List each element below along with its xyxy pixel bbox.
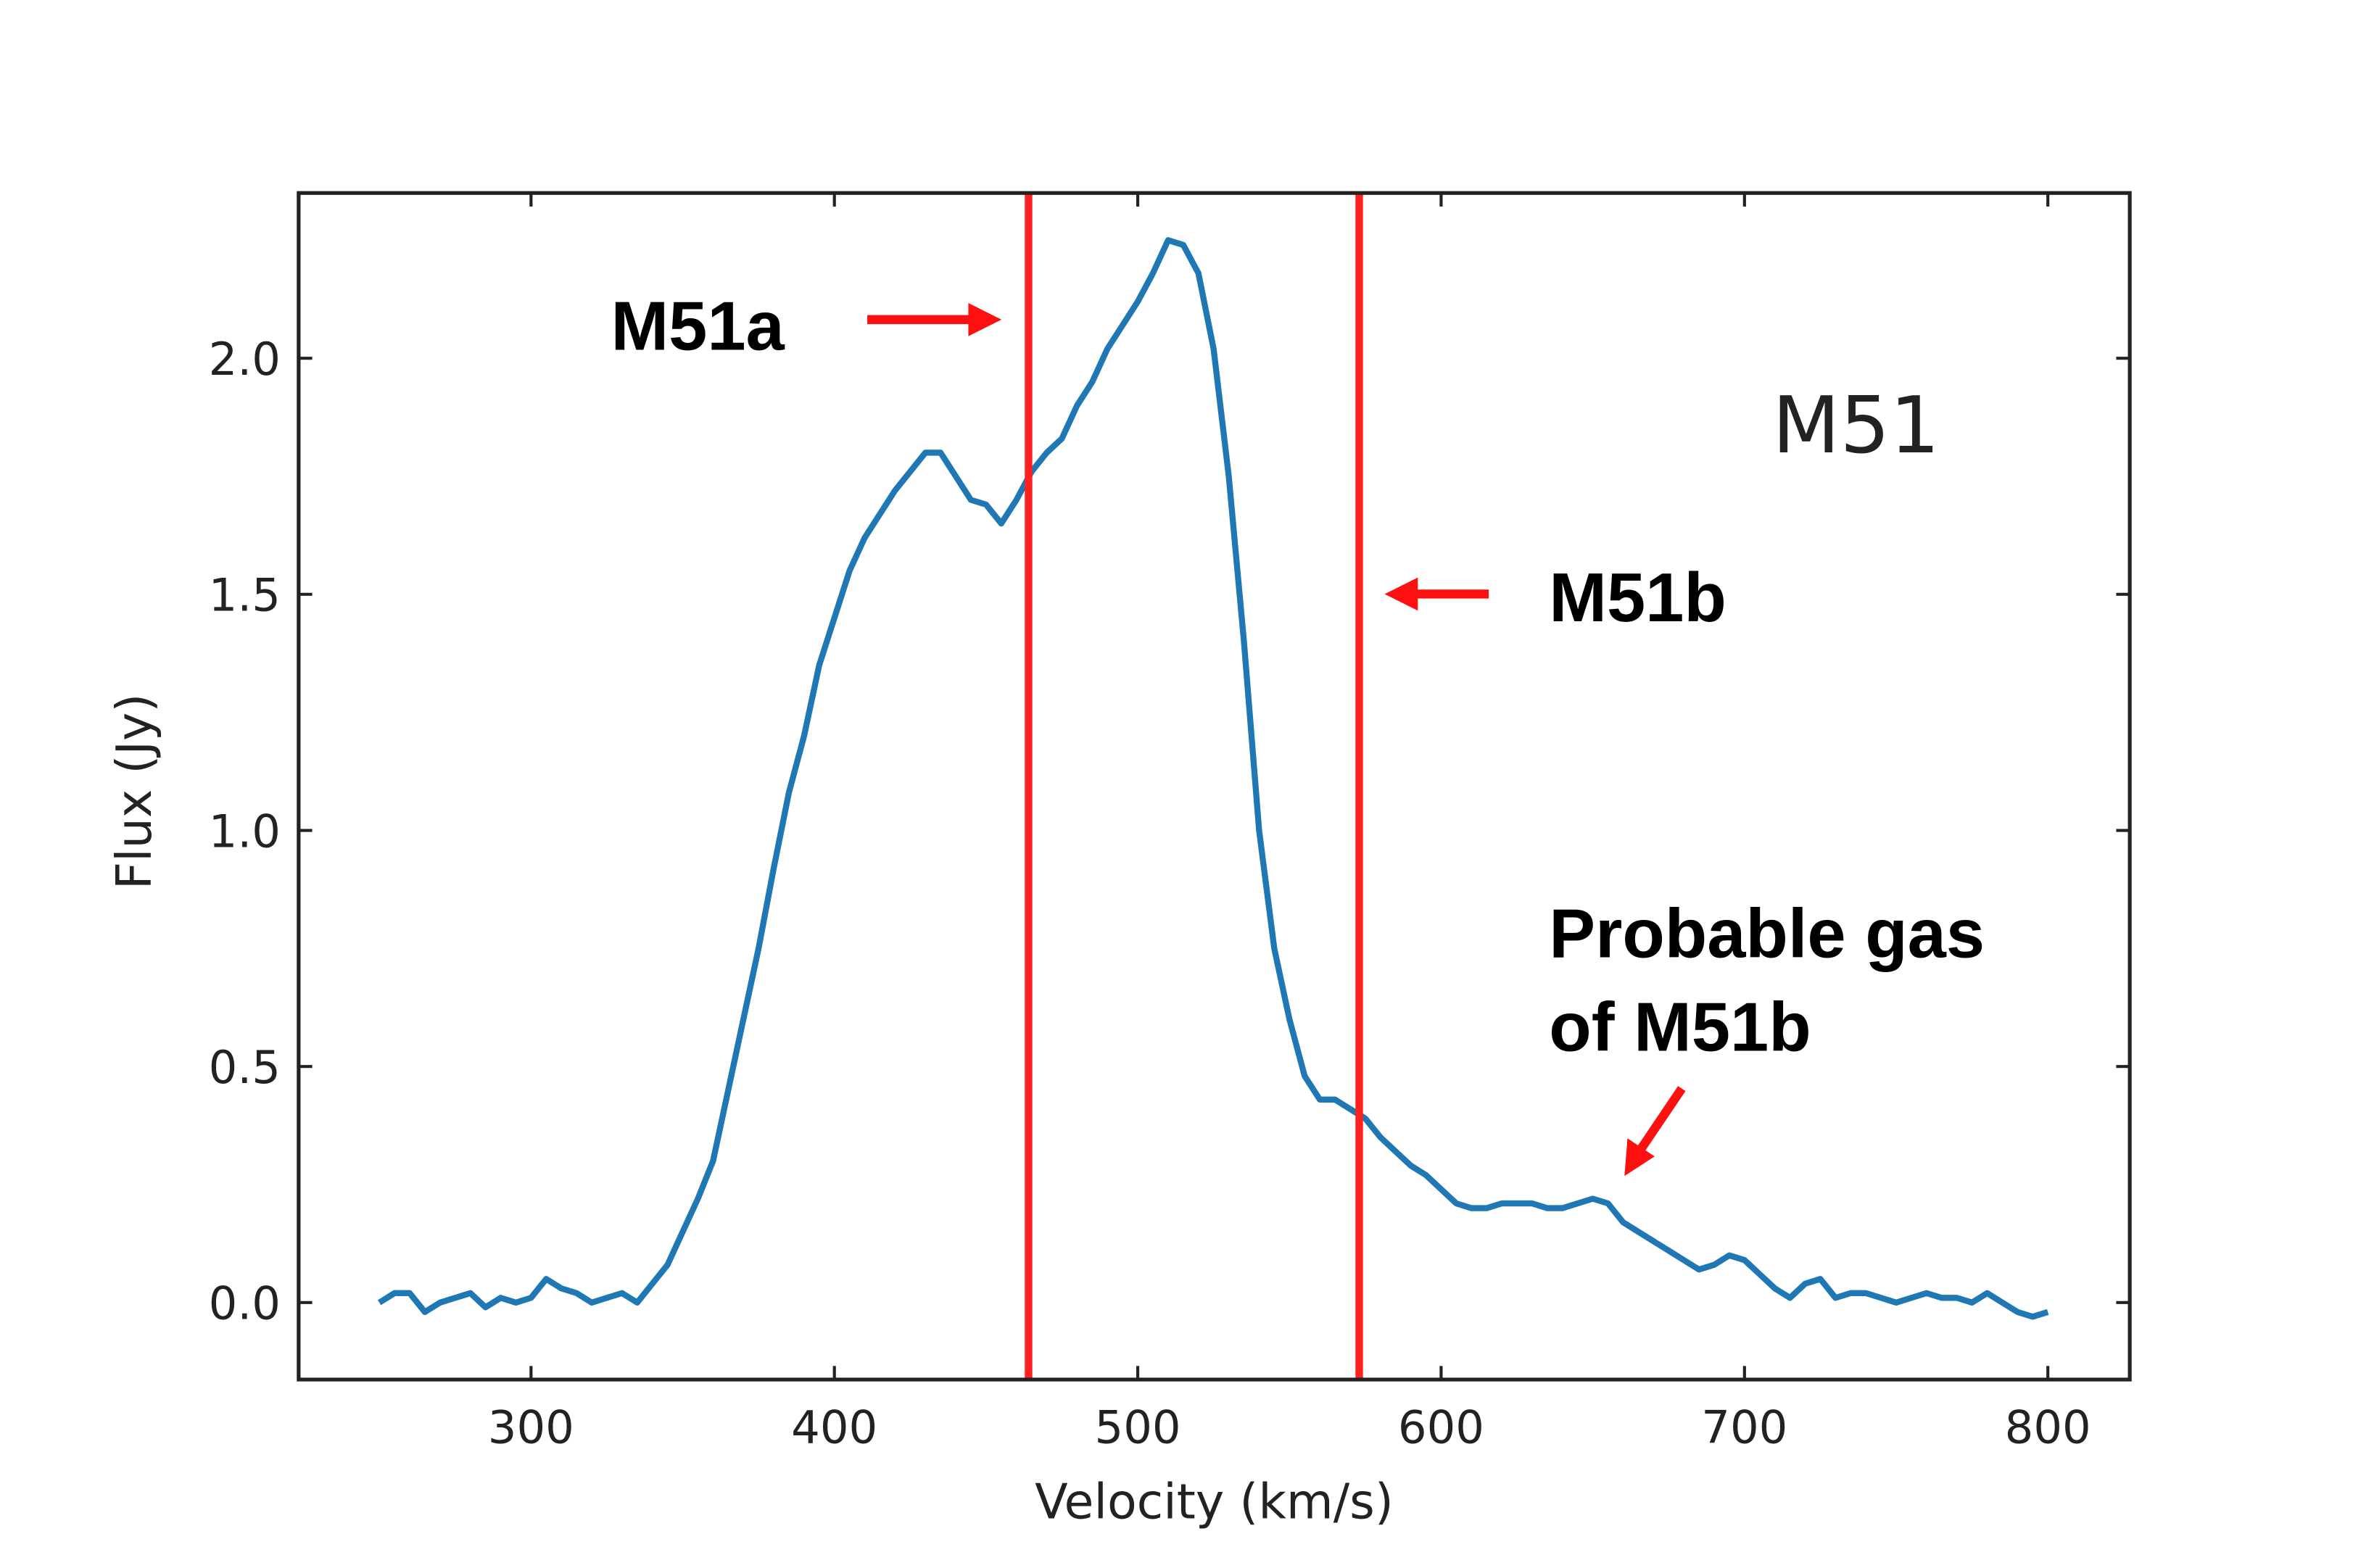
annotation: M51a bbox=[611, 288, 785, 365]
arrow-head bbox=[1624, 1138, 1655, 1177]
x-tick-label: 300 bbox=[488, 1401, 574, 1453]
y-tick-label: 0.0 bbox=[209, 1277, 281, 1330]
annotation: Probable gas bbox=[1549, 895, 1985, 973]
x-tick-label: 400 bbox=[791, 1401, 877, 1453]
arrow-head bbox=[1384, 577, 1418, 611]
y-tick-label: 0.5 bbox=[209, 1041, 281, 1094]
x-tick-label: 700 bbox=[1701, 1401, 1787, 1453]
x-axis-label: Velocity (km/s) bbox=[1035, 1473, 1394, 1530]
annotation: M51b bbox=[1549, 559, 1727, 636]
arrows bbox=[867, 303, 1686, 1177]
x-tick-label: 800 bbox=[2005, 1401, 2091, 1453]
y-tick-label: 1.0 bbox=[209, 805, 281, 858]
chart-label: M51 bbox=[1772, 380, 1940, 471]
data-line bbox=[377, 237, 2049, 1320]
annotation: of M51b bbox=[1549, 989, 1811, 1066]
arrow-head bbox=[968, 303, 1002, 336]
plot-frame bbox=[297, 191, 2132, 1382]
x-tick-label: 600 bbox=[1398, 1401, 1484, 1453]
y-axis-label: Flux (Jy) bbox=[106, 694, 162, 889]
arrow bbox=[1637, 1086, 1686, 1152]
y-tick-label: 1.5 bbox=[209, 569, 281, 622]
x-tick-label: 500 bbox=[1095, 1401, 1181, 1453]
y-tick-label: 2.0 bbox=[209, 333, 281, 386]
